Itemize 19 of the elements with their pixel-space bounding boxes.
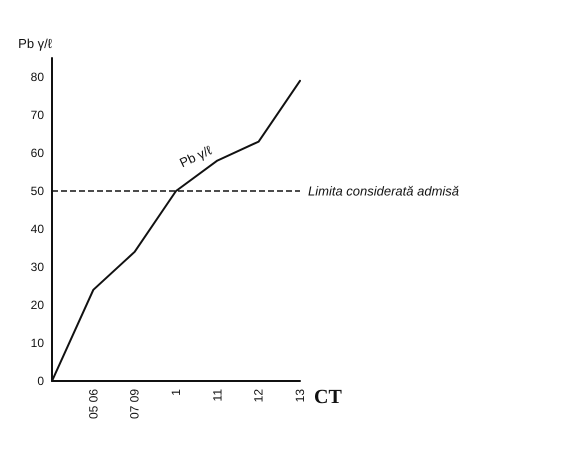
y-tick-label: 70 (30, 108, 44, 122)
ref-line-label: Limita considerată admisă (308, 184, 460, 198)
y-axis-title: Pb γ/ℓ (18, 36, 53, 51)
x-tick-label: 07 09 (128, 388, 142, 420)
y-tick-label: 30 (30, 260, 44, 274)
text: Pb γ/ℓ (177, 142, 215, 170)
x-tick-label: 13 (293, 388, 307, 402)
x-tick-label: 11 (210, 388, 224, 402)
x-tick-label: 1 (169, 388, 183, 396)
x-tick-label: 05 06 (86, 388, 100, 420)
y-tick-label: 50 (30, 184, 44, 198)
y-tick-label: 80 (30, 70, 44, 84)
y-tick-label: 20 (30, 298, 44, 312)
x-tick-label: 12 (252, 388, 266, 402)
y-tick-label: 0 (37, 374, 44, 388)
y-tick-label: 40 (30, 222, 44, 236)
y-tick-label: 10 (30, 336, 44, 350)
y-tick-label: 60 (30, 146, 44, 160)
x-axis-title: CT (314, 386, 342, 408)
